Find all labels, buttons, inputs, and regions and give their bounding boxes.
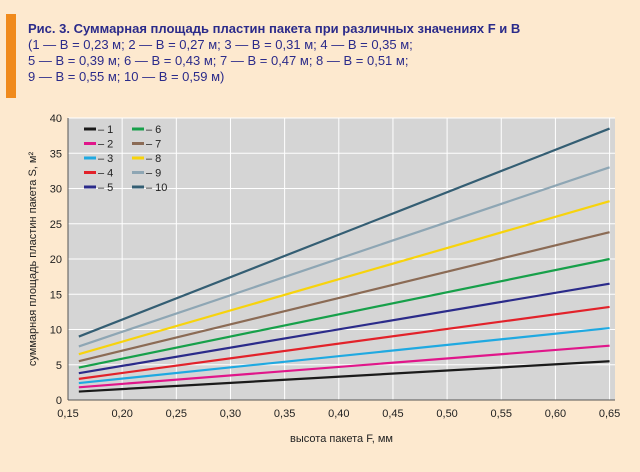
x-tick-label: 0,35: [274, 408, 295, 420]
legend-label-5: – 5: [98, 182, 113, 194]
series-line-9: [78, 166, 610, 348]
series-line-2: [78, 344, 610, 389]
y-tick-label: 5: [56, 360, 62, 372]
x-tick-label: 0,20: [111, 408, 132, 420]
y-tick-label: 10: [50, 325, 62, 337]
legend-label-7: – 7: [146, 139, 161, 151]
series-line-5: [78, 282, 610, 375]
y-tick-label: 20: [50, 254, 62, 266]
caption-line-1: (1 — B = 0,23 м; 2 — B = 0,27 м; 3 — B =…: [28, 37, 413, 52]
legend-label-9: – 9: [146, 168, 161, 180]
x-axis-label: высота пакета F, мм: [290, 433, 393, 445]
series-line-1: [78, 360, 610, 393]
y-tick-label: 15: [50, 289, 62, 301]
x-tick-label: 0,45: [382, 408, 403, 420]
figure-caption: Рис. 3. Суммарная площадь пластин пакета…: [28, 21, 628, 85]
legend-label-10: – 10: [146, 182, 167, 194]
y-tick-label: 25: [50, 219, 62, 231]
x-tick-label: 0,50: [436, 408, 457, 420]
y-tick-label: 35: [50, 148, 62, 160]
accent-bar: [6, 14, 16, 98]
series-line-4: [78, 305, 610, 380]
x-tick-label: 0,40: [328, 408, 349, 420]
legend-label-6: – 6: [146, 124, 161, 136]
series-line-6: [78, 257, 610, 369]
y-tick-label: 30: [50, 184, 62, 196]
x-tick-label: 0,55: [491, 408, 512, 420]
legend-label-3: – 3: [98, 153, 113, 165]
x-tick-label: 0,25: [166, 408, 187, 420]
series-line-7: [78, 231, 610, 363]
series-line-8: [78, 200, 610, 356]
y-tick-label: 40: [50, 113, 62, 125]
series-line-10: [78, 127, 610, 338]
caption-title: Рис. 3. Суммарная площадь пластин пакета…: [28, 21, 521, 36]
caption-line-3: 9 — B = 0,55 м; 10 — B = 0,59 м): [28, 69, 225, 84]
legend-label-1: – 1: [98, 124, 113, 136]
y-axis-label: суммарная площадь пластин пакета S, м²: [27, 152, 39, 367]
legend-label-4: – 4: [98, 168, 113, 180]
x-tick-label: 0,65: [599, 408, 620, 420]
caption-line-2: 5 — B = 0,39 м; 6 — B = 0,43 м; 7 — B = …: [28, 53, 409, 68]
legend-label-2: – 2: [98, 139, 113, 151]
series-line-3: [78, 326, 610, 385]
x-tick-label: 0,30: [220, 408, 241, 420]
y-tick-label: 0: [56, 395, 62, 407]
x-tick-label: 0,60: [545, 408, 566, 420]
legend-label-8: – 8: [146, 153, 161, 165]
x-tick-label: 0,15: [57, 408, 78, 420]
